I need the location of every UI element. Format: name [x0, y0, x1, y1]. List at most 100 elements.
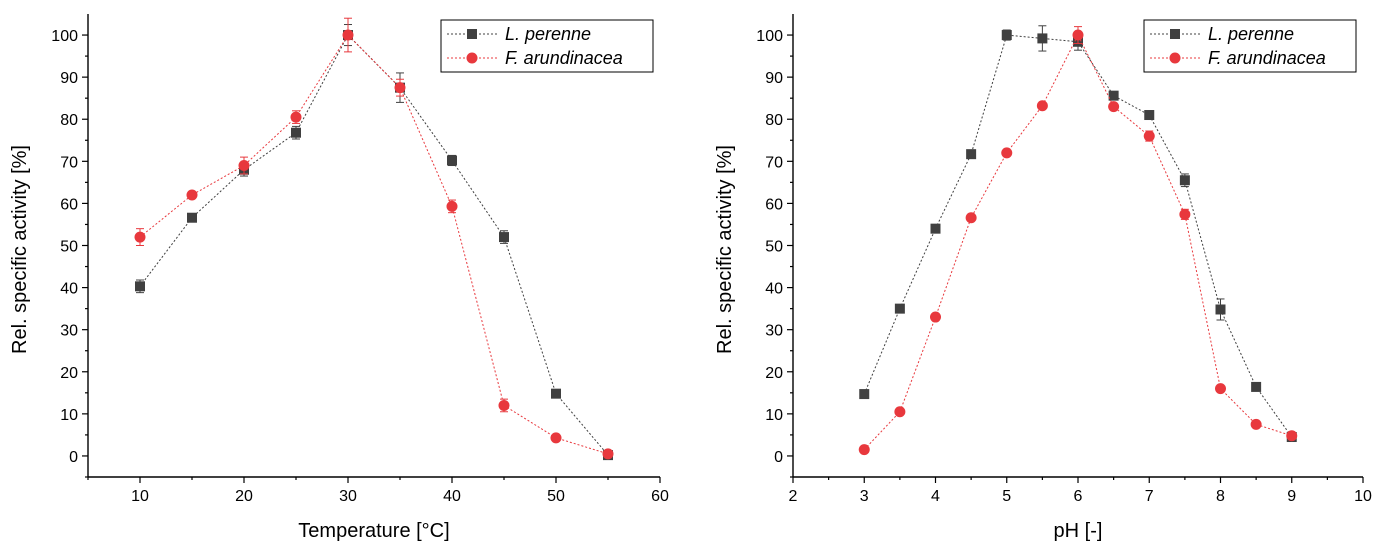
y-tick-label: 90 [765, 70, 783, 87]
x-tick-label: 40 [443, 488, 461, 505]
x-tick-label: 10 [131, 488, 149, 505]
data-point-circle [1179, 208, 1191, 220]
x-tick-label: 4 [931, 488, 940, 505]
x-tick-label: 9 [1287, 488, 1296, 505]
y-tick-label: 40 [60, 281, 78, 298]
y-tick-label: 80 [60, 112, 78, 129]
data-point-circle [1108, 101, 1120, 113]
x-tick-label: 6 [1074, 488, 1083, 505]
data-point-square [1215, 304, 1226, 315]
data-point-circle [342, 29, 354, 41]
data-point-square [291, 127, 301, 138]
data-point-circle [602, 448, 614, 460]
x-tick-label: 60 [651, 488, 669, 505]
data-point-square [930, 223, 941, 234]
series-2 [858, 26, 1298, 456]
y-tick-label: 90 [60, 70, 78, 87]
data-point-circle [394, 82, 406, 94]
legend-label: L. perenne [1208, 24, 1294, 44]
data-point-circle [134, 231, 146, 243]
y-tick-label: 70 [60, 154, 78, 171]
legend: L. perenne F. arundinacea [1143, 19, 1357, 73]
data-point-square [551, 388, 561, 399]
y-tick-label: 60 [60, 196, 78, 213]
data-point-circle [238, 160, 250, 172]
data-point-circle [1143, 130, 1155, 142]
x-tick-label: 50 [547, 488, 565, 505]
data-point-circle [1036, 100, 1048, 112]
x-tick-label: 8 [1216, 488, 1225, 505]
y-tick-label: 0 [774, 449, 783, 466]
data-point-circle [1215, 383, 1226, 395]
legend-box [1143, 19, 1357, 73]
data-point-square [894, 303, 905, 314]
y-tick-label: 60 [765, 196, 783, 213]
y-tick-label: 10 [60, 407, 78, 424]
y-tick-label: 0 [69, 449, 78, 466]
data-point-square [499, 232, 509, 243]
series-2 [134, 17, 614, 460]
legend-marker-circle [1169, 52, 1181, 64]
series-line [863, 34, 1293, 438]
x-tick-label: 20 [235, 488, 253, 505]
data-point-square [1001, 30, 1012, 41]
chart-2: 0 10 20 30 40 50 60 70 80 90 100 2 3 4 5 6 7 8 9 10 pH [-] Re… [714, 14, 1372, 542]
data-point-circle [1250, 418, 1262, 430]
legend-label: F. arundinacea [505, 48, 623, 68]
y-tick-label: 40 [765, 281, 783, 298]
legend-marker-circle [466, 52, 478, 64]
y-axis-title: Rel. specific activity [%] [714, 145, 736, 354]
data-point-circle [1286, 430, 1298, 442]
data-point-circle [858, 444, 870, 456]
data-point-circle [1001, 147, 1013, 159]
y-tick-label: 50 [60, 239, 78, 256]
x-tick-label: 7 [1145, 488, 1154, 505]
legend-marker-square [1170, 29, 1180, 39]
series-line [139, 34, 609, 455]
y-axis-title: Rel. specific activity [%] [9, 145, 31, 354]
data-point-square [1251, 381, 1262, 392]
chart-1: 0 10 20 30 40 50 60 70 80 90 100 10 20 30 40 50 60 Temper… [9, 14, 669, 542]
y-tick-label: 100 [756, 28, 783, 45]
legend-label: F. arundinacea [1208, 48, 1326, 68]
legend-box [440, 19, 654, 73]
legend-marker-square [467, 29, 477, 39]
series-line [139, 34, 609, 456]
x-tick-label: 5 [1002, 488, 1011, 505]
data-point-circle [894, 406, 906, 418]
data-point-square [135, 281, 145, 292]
legend: L. perenne F. arundinacea [440, 19, 654, 73]
legend-label: L. perenne [505, 24, 591, 44]
data-point-square [1108, 90, 1119, 101]
y-tick-label: 20 [765, 365, 783, 382]
series-1 [135, 24, 613, 461]
data-point-circle [930, 311, 941, 323]
y-tick-label: 50 [765, 239, 783, 256]
data-point-circle [186, 189, 198, 201]
y-tick-label: 80 [765, 112, 783, 129]
data-point-circle [290, 111, 302, 123]
data-point-square [187, 212, 197, 223]
data-point-square [1179, 175, 1190, 186]
x-axis-title: Temperature [°C] [298, 520, 449, 542]
x-tick-label: 30 [339, 488, 357, 505]
series-line [863, 33, 1292, 450]
y-tick-label: 30 [60, 323, 78, 340]
data-point-circle [498, 399, 510, 411]
data-point-square [1037, 33, 1048, 44]
data-point-square [1144, 110, 1155, 121]
y-tick-label: 100 [51, 28, 78, 45]
y-tick-label: 10 [765, 407, 783, 424]
data-point-square [966, 149, 977, 160]
data-point-square [447, 155, 457, 166]
y-tick-label: 30 [765, 323, 783, 340]
data-point-circle [446, 200, 458, 212]
data-point-circle [550, 432, 562, 444]
x-tick-label: 2 [789, 488, 798, 505]
x-axis-title: pH [-] [1054, 520, 1103, 542]
data-point-square [859, 389, 870, 400]
data-point-circle [1072, 29, 1084, 41]
y-tick-label: 70 [765, 154, 783, 171]
data-point-circle [965, 212, 977, 224]
